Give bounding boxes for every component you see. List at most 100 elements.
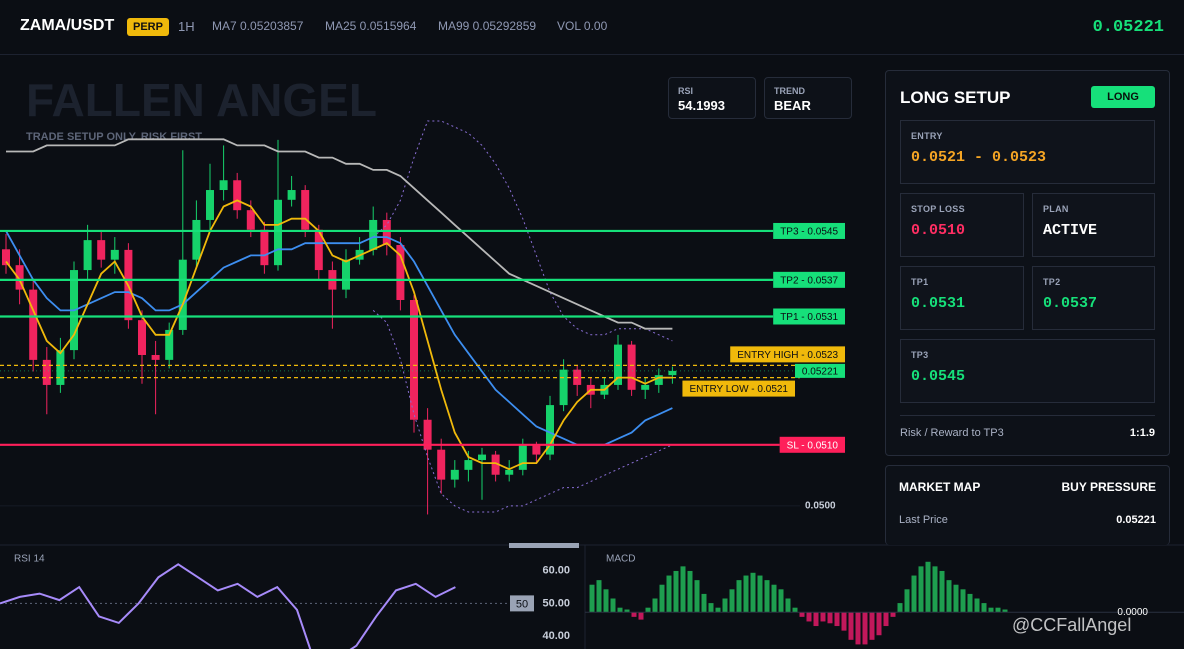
- card-label: ENTRY: [911, 131, 943, 141]
- macd-bar: [897, 603, 903, 613]
- level-label: SL - 0.0510: [787, 440, 839, 451]
- card-label: TP1: [911, 277, 929, 287]
- watermark-subtitle: TRADE SETUP ONLY. RISK FIRST.: [26, 131, 204, 143]
- candle-body: [668, 370, 677, 376]
- macd-bar: [589, 584, 595, 613]
- last-price-tag: [795, 363, 845, 378]
- candle-body: [42, 359, 51, 385]
- macd-bar: [946, 580, 952, 613]
- stat-card: TREND BEAR: [764, 77, 852, 119]
- setup-card: PLAN ACTIVE: [1032, 193, 1155, 257]
- macd-bar: [848, 612, 854, 640]
- candle-body: [83, 240, 92, 271]
- stat-value: 54.1993: [678, 98, 725, 113]
- card-label: STOP LOSS: [911, 204, 965, 214]
- rsi-title: RSI 14: [14, 554, 45, 565]
- ma7-label: MA7 0.05203857: [212, 19, 304, 33]
- levels: TP3 - 0.0545 TP2 - 0.0537 TP1 - 0.0531 ENTR…: [0, 222, 845, 453]
- setup-title: LONG SETUP: [900, 88, 1011, 107]
- macd-bar: [624, 609, 630, 613]
- divider: [900, 415, 1155, 416]
- candle-body: [546, 405, 554, 455]
- macd-plot: 0.0000: [585, 561, 1184, 645]
- level-label: TP3 - 0.0545: [780, 227, 838, 238]
- macd-bar: [1002, 609, 1008, 613]
- level-label: ENTRY HIGH - 0.0523: [737, 350, 838, 361]
- macd-bar: [869, 612, 875, 640]
- stat-card: RSI 54.1993: [668, 77, 756, 119]
- candle-body: [410, 300, 418, 420]
- interval[interactable]: 1H: [178, 19, 195, 34]
- level-tag: [773, 222, 845, 239]
- price-plot: [0, 120, 800, 515]
- macd-bar: [610, 598, 616, 613]
- macd-bar: [694, 580, 700, 613]
- candle-body: [287, 190, 296, 200]
- last-price: 0.05221: [1092, 18, 1164, 37]
- level-tag: [773, 308, 845, 325]
- candle-body: [491, 454, 500, 475]
- level-tag: [682, 380, 795, 397]
- macd-bar: [778, 589, 784, 613]
- macd-bar: [715, 607, 721, 613]
- card-label: TP2: [1043, 277, 1061, 287]
- macd-bar: [750, 572, 756, 613]
- y-tick-label: 50.00: [542, 597, 570, 609]
- macd-bar: [939, 570, 945, 613]
- candle-body: [423, 419, 432, 450]
- volume-label: VOL 0.00: [557, 19, 608, 33]
- macd-bar: [652, 598, 658, 613]
- y-tick-label: 40.00: [542, 630, 570, 642]
- card-value: 0.0531: [911, 295, 966, 312]
- map-value: 0.05221: [1116, 514, 1156, 526]
- y-tick-label: 0.0500: [805, 501, 836, 512]
- card-value: 0.0545: [911, 368, 966, 385]
- candle-body: [505, 469, 514, 475]
- stat-value: BEAR: [774, 98, 811, 113]
- ma-line: [372, 310, 673, 513]
- scroll-handle[interactable]: [509, 543, 579, 548]
- candle-body: [151, 354, 160, 360]
- macd-bar: [981, 603, 987, 613]
- macd-bar: [596, 580, 602, 613]
- setup-badge: LONG: [1091, 86, 1155, 108]
- macd-bar: [834, 612, 840, 627]
- market-map: MARKET MAP BUY PRESSURE Last Price 0.052…: [885, 465, 1170, 545]
- macd-bar: [638, 612, 644, 620]
- macd-bar: [799, 612, 805, 617]
- candle-body: [627, 344, 636, 390]
- setup-card: STOP LOSS 0.0510: [900, 193, 1024, 257]
- level-tag: [730, 346, 845, 363]
- candle-body: [654, 375, 663, 385]
- card-value: 0.0510: [911, 222, 966, 239]
- rsi-plot: 60.00 50.00 40.00 50: [0, 563, 570, 649]
- watermark-title: FALLEN ANGEL: [26, 74, 377, 126]
- map-label: Last Price: [899, 514, 948, 526]
- setup-card: TP2 0.0537: [1032, 266, 1155, 330]
- map-status: BUY PRESSURE: [1061, 480, 1156, 494]
- macd-bar: [932, 566, 938, 613]
- card-value: 0.0537: [1043, 295, 1098, 312]
- ma-line: [5, 230, 673, 446]
- candle-body: [274, 199, 282, 266]
- card-value: ACTIVE: [1043, 222, 1098, 239]
- macd-bar: [883, 612, 889, 627]
- map-title: MARKET MAP: [899, 480, 981, 494]
- macd-bar: [918, 566, 924, 613]
- macd-bar: [680, 566, 686, 613]
- macd-bar: [862, 612, 868, 645]
- macd-bar: [729, 589, 735, 613]
- ma-line: [6, 138, 673, 330]
- header: ZAMA/USDT PERP 1H MA7 0.05203857 MA25 0.…: [0, 0, 1184, 55]
- macd-bar: [666, 575, 672, 613]
- candle-body: [342, 259, 350, 290]
- setup-card: TP3 0.0545: [900, 339, 1155, 403]
- macd-bar: [792, 607, 798, 613]
- macd-bar: [904, 589, 910, 613]
- candle-body: [301, 190, 310, 230]
- macd-bar: [806, 612, 812, 622]
- macd-bar: [771, 584, 777, 613]
- risk-value: 1:1.9: [1129, 427, 1155, 439]
- macd-bar: [988, 607, 994, 613]
